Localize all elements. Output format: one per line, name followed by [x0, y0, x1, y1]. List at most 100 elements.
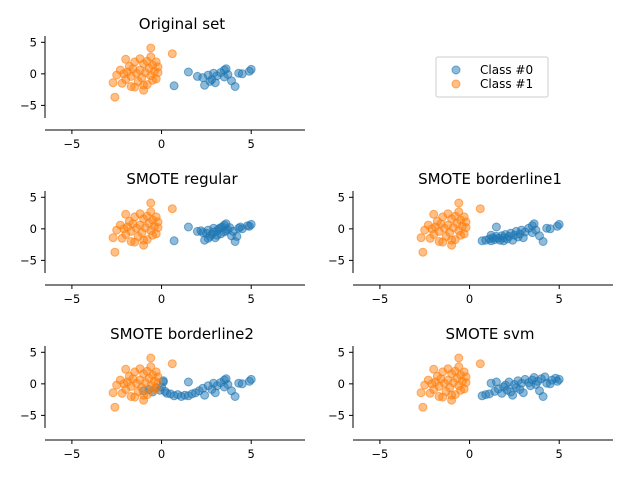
scatter-point-class-1: [121, 54, 131, 64]
scatter-point-class-1: [416, 388, 426, 398]
scatter-point-class-0: [491, 222, 501, 232]
scatter-point-class-1: [146, 198, 156, 208]
scatter-point-class-1: [146, 43, 156, 53]
scatter-point-class-1: [139, 80, 149, 90]
scatter-point-class-1: [454, 207, 464, 217]
x-tick-label: 5: [556, 292, 563, 306]
scatter-point-class-0: [518, 388, 528, 398]
subplot-title: Original set: [139, 15, 226, 33]
scatter-point-class-0: [221, 64, 231, 74]
y-tick-label: 5: [30, 190, 37, 204]
scatter-point-class-1: [447, 390, 457, 400]
scatter-point-class-1: [146, 52, 156, 62]
scatter-point-class-1: [110, 402, 120, 412]
scatter-point-class-0: [246, 374, 256, 384]
scatter-point-class-0: [243, 221, 253, 231]
subplot-smote-borderline1: SMOTE borderline1 −5 0 5 −5 0 5: [328, 170, 613, 306]
scatter-point-class-1: [121, 209, 131, 219]
legend: Class #0 Class #1: [435, 56, 549, 98]
subplot-title: SMOTE regular: [126, 170, 238, 188]
y-tick-label: 0: [30, 67, 37, 81]
scatter-point-class-1: [434, 392, 444, 401]
scatter-point-class-0: [230, 392, 240, 401]
x-tick-label: −5: [63, 447, 80, 461]
scatter-point-class-0: [183, 377, 193, 387]
y-tick-label: 0: [30, 377, 37, 391]
scatter-point-class-1: [461, 223, 471, 233]
x-tick-label: 5: [248, 447, 255, 461]
scatter-point-class-1: [454, 198, 464, 208]
plot-area: −5 0 5 −5 0 5: [20, 35, 305, 151]
x-tick-label: 0: [466, 447, 473, 461]
subplot-title: SMOTE svm: [446, 325, 535, 343]
scatter-point-class-1: [416, 233, 426, 243]
scatter-point-class-1: [153, 378, 163, 388]
y-tick-label: −5: [20, 98, 37, 112]
scatter-point-class-1: [475, 204, 485, 214]
scatter-point-class-0: [486, 230, 496, 240]
scatter-point-class-0: [169, 236, 179, 246]
subplot-smote-svm: SMOTE svm −5 0 5 −5 0 5: [328, 325, 613, 461]
scatter-point-class-1: [418, 402, 428, 412]
scatter-point-class-1: [139, 390, 149, 400]
plot-area: −5 0 5 −5 0 5: [20, 190, 305, 306]
x-tick-label: 0: [158, 137, 165, 151]
legend-frame: [435, 56, 549, 98]
y-tick-label: 5: [338, 190, 345, 204]
scatter-point-class-1: [427, 379, 437, 389]
scatter-point-class-0: [235, 222, 245, 232]
plot-area: −5 0 5 −5 0 5: [328, 345, 613, 461]
scatter-point-class-1: [108, 233, 118, 243]
scatter-point-class-1: [119, 224, 129, 234]
scatter-point-class-1: [119, 379, 129, 389]
x-tick-label: −5: [371, 447, 388, 461]
x-tick-label: −5: [371, 292, 388, 306]
scatter-point-class-0: [554, 219, 564, 229]
scatter-point-class-1: [475, 359, 485, 369]
scatter-point-class-1: [126, 82, 136, 91]
scatter-point-class-1: [126, 392, 136, 401]
scatter-point-class-1: [427, 224, 437, 234]
legend-marker-class-0: [451, 65, 461, 75]
scatter-point-class-1: [167, 204, 177, 214]
scatter-point-class-1: [153, 68, 163, 78]
x-tick-label: 0: [158, 292, 165, 306]
legend-marker-class-1: [451, 79, 461, 89]
y-tick-label: 5: [30, 345, 37, 359]
scatter-point-class-0: [538, 392, 548, 401]
scatter-point-class-0: [169, 81, 179, 91]
scatter-point-class-1: [429, 209, 439, 219]
subplot-title: SMOTE borderline1: [418, 170, 562, 188]
scatter-point-class-0: [203, 233, 213, 243]
scatter-point-class-1: [146, 207, 156, 217]
scatter-point-class-1: [454, 362, 464, 372]
scatter-point-class-0: [216, 229, 226, 239]
scatter-point-class-0: [230, 82, 240, 91]
scatter-point-class-0: [554, 374, 564, 384]
subplot-smote-regular: SMOTE regular −5 0 5 −5 0 5: [20, 170, 305, 306]
scatter-point-class-1: [110, 247, 120, 257]
legend-label-class-0: Class #0: [480, 63, 533, 77]
x-tick-label: −5: [63, 137, 80, 151]
scatter-point-class-0: [529, 219, 539, 229]
scatter-point-class-1: [153, 223, 163, 233]
plot-area: −5 0 5 −5 0 5: [328, 190, 613, 306]
scatter-point-class-0: [221, 374, 231, 384]
y-tick-label: −5: [20, 253, 37, 267]
x-tick-label: 0: [158, 447, 165, 461]
scatter-point-class-1: [146, 353, 156, 363]
scatter-point-class-1: [146, 362, 156, 372]
scatter-point-class-1: [110, 92, 120, 102]
scatter-point-class-1: [108, 78, 118, 88]
scatter-point-class-0: [232, 231, 242, 241]
scatter-point-class-0: [499, 236, 509, 246]
scatter-point-class-0: [538, 237, 548, 246]
subplot-title: SMOTE borderline2: [110, 325, 254, 343]
legend-label-class-1: Class #1: [480, 77, 533, 91]
y-tick-label: 5: [338, 345, 345, 359]
scatter-point-class-1: [418, 247, 428, 257]
scatter-point-class-1: [167, 49, 177, 59]
scatter-point-class-1: [139, 235, 149, 245]
x-tick-label: 0: [466, 292, 473, 306]
